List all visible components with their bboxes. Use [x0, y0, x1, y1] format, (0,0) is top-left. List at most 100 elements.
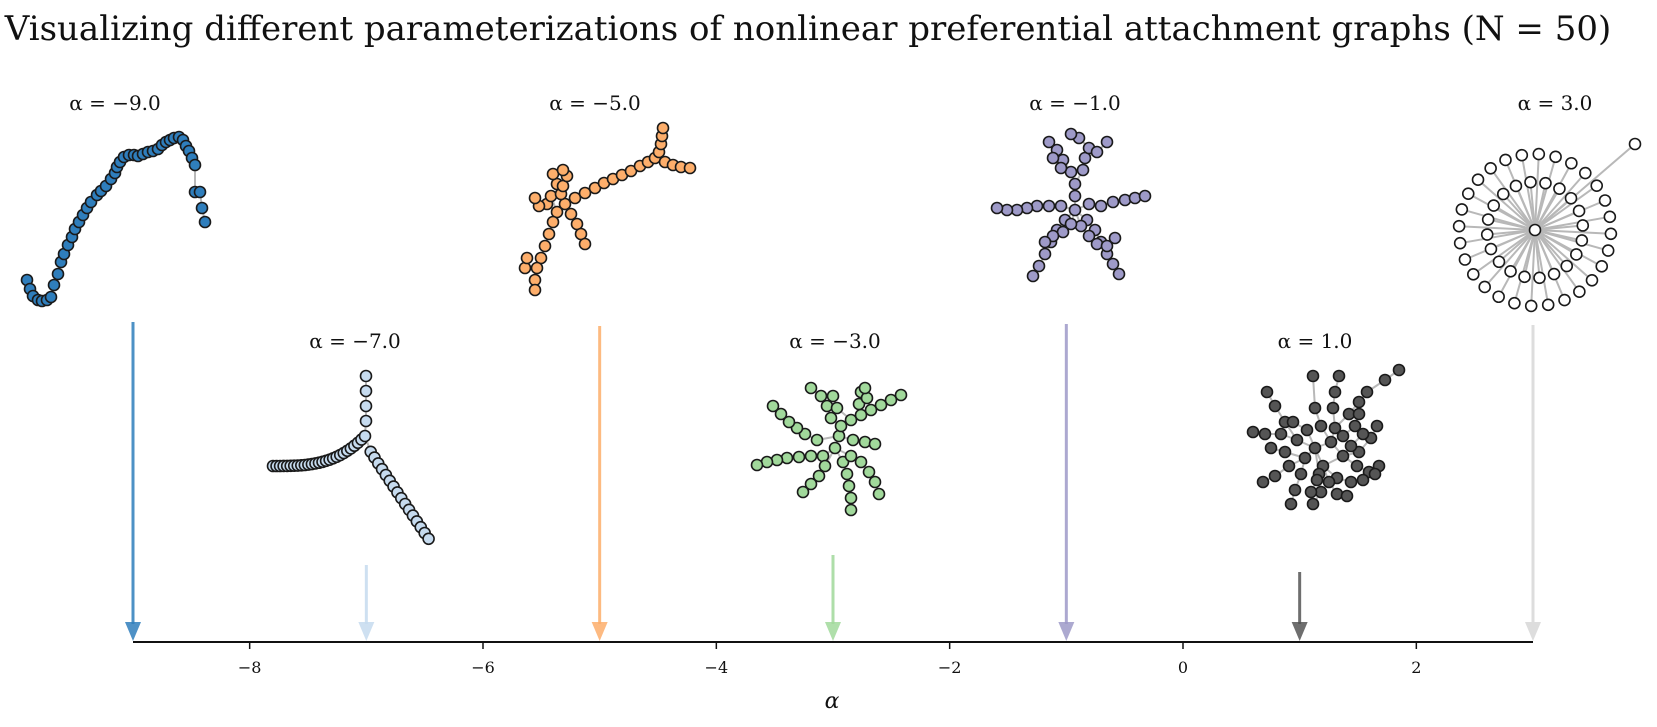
graph-node: [1308, 441, 1322, 455]
graph-node: [780, 451, 794, 465]
graph-node: [1300, 423, 1314, 437]
graph-edge: [1534, 184, 1598, 231]
graph-node: [1264, 441, 1278, 455]
graph-edge: [1534, 229, 1593, 282]
graph-node: [1128, 191, 1142, 205]
graph-node: [1068, 189, 1082, 203]
graph-node: [1090, 145, 1104, 159]
graph-node: [1068, 203, 1082, 217]
graph-node: [844, 491, 858, 505]
graph-node: [1484, 242, 1498, 256]
graph-edge: [1487, 218, 1536, 231]
alpha-arrow-head: [1525, 622, 1541, 641]
graph-node: [556, 163, 570, 177]
graph-panel: α = −9.0: [20, 91, 212, 308]
graph-node: [868, 437, 882, 451]
graph-node: [1322, 475, 1336, 489]
graph-node: [518, 261, 532, 275]
graph-node: [1370, 419, 1384, 433]
graph-node: [1628, 137, 1642, 151]
graph-node: [1461, 187, 1475, 200]
graph-node: [1328, 385, 1342, 399]
graph-node: [884, 393, 898, 407]
x-axis: −8 −6 −4 −2 0 2 α: [133, 641, 1533, 714]
alpha-arrow-head: [358, 622, 375, 641]
graph-node: [1368, 467, 1382, 481]
graph-node: [1458, 253, 1472, 266]
graph-node: [1246, 425, 1260, 439]
graph-node: [1138, 189, 1152, 203]
graph-node: [1452, 219, 1466, 233]
graph-node: [1042, 199, 1056, 213]
graph-edge: [1520, 154, 1536, 231]
graph-node: [868, 475, 882, 489]
graph-node: [1348, 419, 1362, 433]
x-axis-ticks: −8 −6 −4 −2 0 2: [238, 642, 1421, 677]
panel-alpha-label: α = −7.0: [309, 329, 401, 353]
graph-node: [1492, 255, 1506, 269]
graph-edge: [1534, 154, 1540, 231]
graph-node: [1524, 175, 1537, 189]
graph-node: [1340, 489, 1354, 503]
graph-node: [1332, 369, 1346, 383]
graph-nodes: [518, 121, 697, 297]
graph-node: [1054, 161, 1068, 175]
graph-node: [1572, 204, 1586, 218]
graph-edge: [1534, 229, 1550, 306]
graph-node: [1549, 150, 1562, 164]
graph-node: [564, 207, 578, 221]
graph-node: [1106, 257, 1120, 271]
graph-node: [530, 261, 544, 275]
graph-node: [862, 465, 876, 479]
graph-node: [1032, 259, 1046, 273]
graph-node: [1290, 433, 1304, 447]
graph-node: [1598, 194, 1612, 207]
alpha-arrow-head: [125, 622, 141, 641]
graph-edge: [1534, 188, 1561, 231]
graph-node: [840, 467, 854, 481]
graph-node: [1308, 401, 1322, 415]
graph-node: [359, 414, 373, 428]
graph-node: [1106, 195, 1120, 209]
graph-node: [1324, 435, 1338, 449]
graph-edge: [1459, 225, 1536, 231]
x-tick-label: 0: [1178, 658, 1188, 677]
graph-node: [1524, 299, 1538, 313]
graph-node: [528, 283, 542, 297]
graph-node: [1074, 219, 1088, 233]
graph-node: [1282, 459, 1296, 473]
graph-edge: [1515, 185, 1536, 231]
panel-alpha-label: α = −5.0: [549, 91, 641, 115]
graph-node: [1030, 199, 1044, 213]
graph-nodes: [750, 381, 908, 517]
graph-node: [872, 487, 886, 501]
graph-node: [1560, 259, 1574, 273]
graph-edge: [1534, 143, 1636, 231]
graph-node: [1306, 369, 1320, 383]
graph-node: [538, 239, 552, 253]
graph-node: [1585, 273, 1599, 287]
graph-node: [1054, 199, 1068, 213]
graph-node: [656, 121, 670, 135]
graph-node: [528, 191, 542, 205]
graph-node: [1344, 439, 1358, 453]
graph-node: [1288, 483, 1302, 497]
graph-panel: α = 1.0: [1246, 329, 1406, 511]
graph-node: [750, 458, 764, 472]
graph-node: [1100, 135, 1114, 149]
graph-node: [792, 450, 806, 464]
graph-node: [1026, 269, 1040, 283]
graph-node: [1570, 248, 1583, 261]
graph-node: [1100, 239, 1114, 253]
graph-node: [1356, 427, 1370, 441]
graph-nodes: [266, 369, 435, 546]
graph-nodes: [1452, 137, 1642, 313]
graph-node: [1038, 247, 1052, 261]
graph-node: [1268, 469, 1282, 483]
graph-node: [1352, 407, 1366, 421]
x-tick-label: 2: [1411, 658, 1421, 677]
graph-node: [1492, 290, 1505, 304]
graph-node: [1046, 151, 1060, 165]
graph-node: [1294, 467, 1308, 481]
